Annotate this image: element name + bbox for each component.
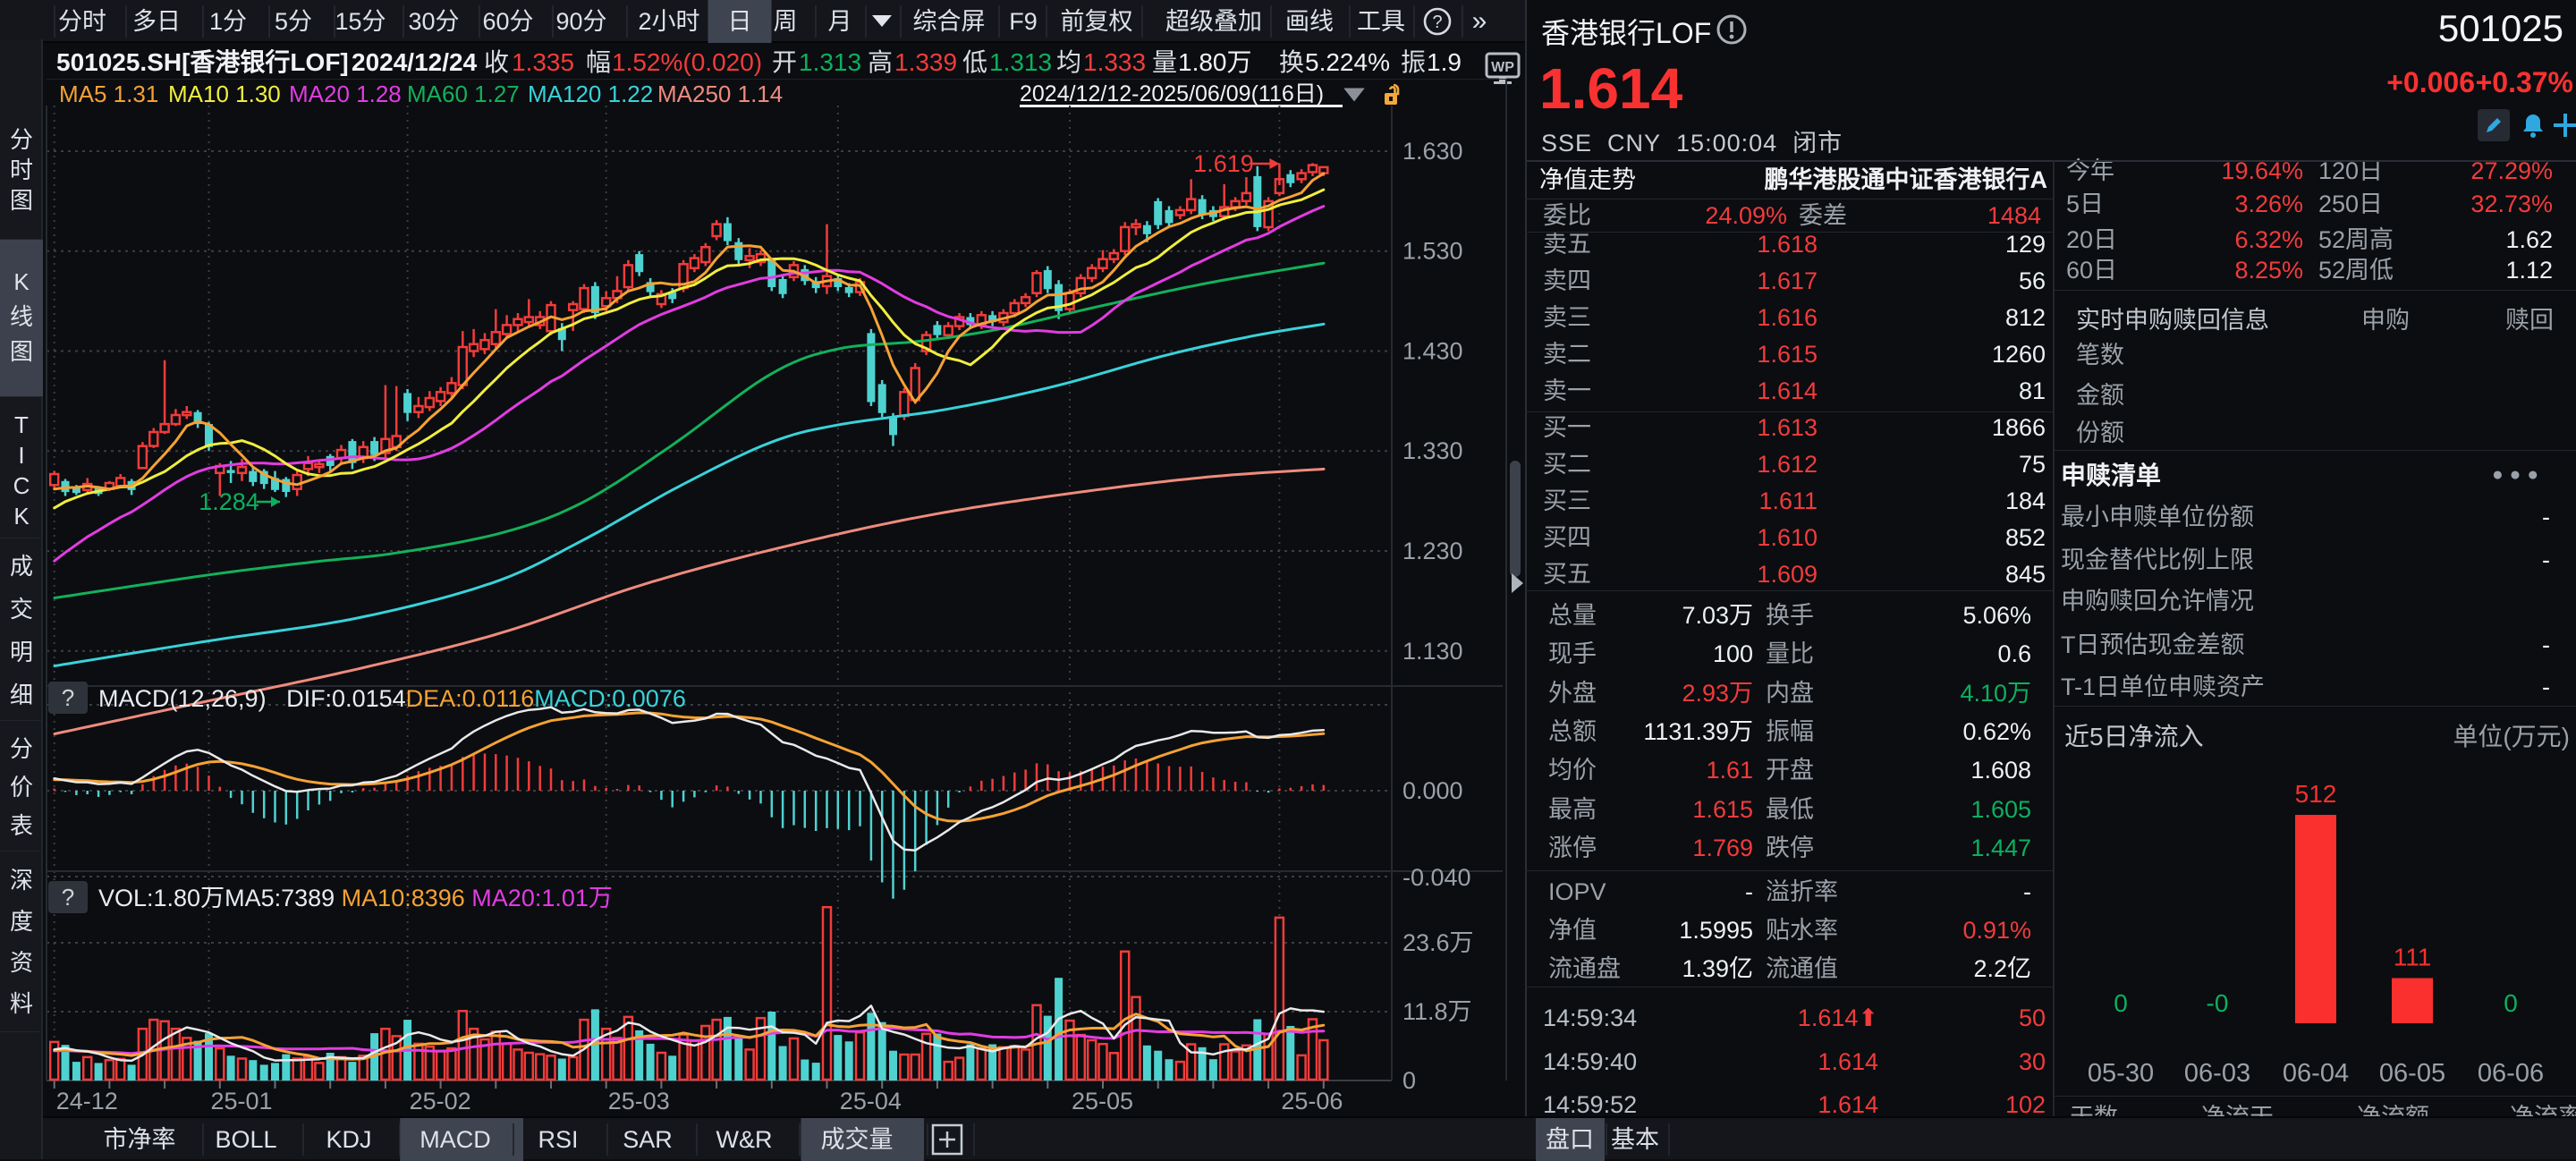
svg-text:11.8万: 11.8万 <box>1402 998 1472 1025</box>
svg-text:?: ? <box>62 884 74 911</box>
svg-text:1.230: 1.230 <box>1402 538 1463 564</box>
svg-text:1.130: 1.130 <box>1402 638 1463 665</box>
svg-text:24-12: 24-12 <box>56 1088 118 1114</box>
svg-text:?: ? <box>1432 13 1442 32</box>
svg-text:06-05: 06-05 <box>2379 1059 2445 1088</box>
svg-text:111: 111 <box>2394 944 2432 971</box>
svg-text:05-30: 05-30 <box>2088 1059 2154 1088</box>
svg-text:25-06: 25-06 <box>1281 1088 1343 1114</box>
svg-text:-0.040: -0.040 <box>1402 864 1471 891</box>
svg-text:1.530: 1.530 <box>1402 238 1463 265</box>
svg-text:0: 0 <box>2114 989 2128 1017</box>
svg-text:WP: WP <box>1491 60 1514 75</box>
svg-text:06-03: 06-03 <box>2184 1059 2250 1088</box>
svg-text:25-02: 25-02 <box>410 1088 471 1114</box>
svg-text:?: ? <box>62 684 74 711</box>
svg-text:0.000: 0.000 <box>1402 777 1463 804</box>
svg-text:1.284: 1.284 <box>199 488 259 515</box>
svg-text:-0: -0 <box>2207 989 2229 1017</box>
svg-text:1.430: 1.430 <box>1402 338 1463 365</box>
svg-text:23.6万: 23.6万 <box>1402 929 1474 956</box>
svg-text:25-01: 25-01 <box>211 1088 273 1114</box>
svg-text:1.619: 1.619 <box>1193 150 1254 177</box>
svg-text:512: 512 <box>2295 780 2337 808</box>
svg-text:0: 0 <box>1402 1067 1416 1094</box>
svg-text:VOL:1.80万MA5:7389 MA10:8396 MA: VOL:1.80万MA5:7389 MA10:8396 MA20:1.01万 <box>98 885 613 911</box>
svg-text:0: 0 <box>2504 989 2518 1017</box>
svg-text:25-04: 25-04 <box>840 1088 902 1114</box>
svg-text:MACD(12,26,9) DIF:0.0154DEA:: MACD(12,26,9) DIF:0.0154DEA:0.0116MACD:0… <box>98 685 686 712</box>
svg-text:25-03: 25-03 <box>608 1088 670 1114</box>
svg-text:06-06: 06-06 <box>2478 1059 2544 1088</box>
svg-text:1.330: 1.330 <box>1402 437 1463 464</box>
svg-text:06-04: 06-04 <box>2283 1059 2349 1088</box>
svg-text:25-05: 25-05 <box>1072 1088 1133 1114</box>
svg-text:1.630: 1.630 <box>1402 138 1463 165</box>
